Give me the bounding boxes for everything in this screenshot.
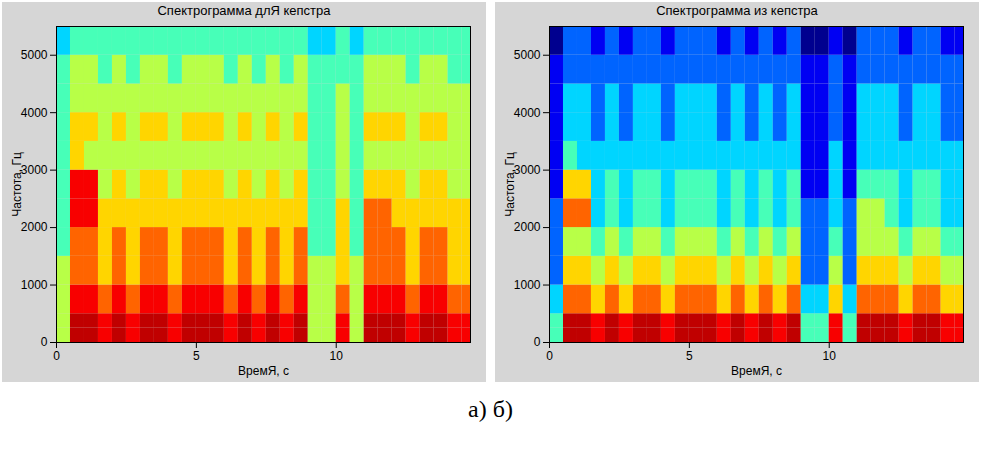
html-text:Спектрограмма из кепстра: Спектрограмма из кепстра: [656, 3, 818, 18]
svg-text:5000: 5000: [514, 48, 541, 62]
svg-text:0: 0: [534, 335, 541, 349]
svg-text:10: 10: [330, 349, 344, 363]
svg-text:0: 0: [546, 349, 553, 363]
svg-text:5: 5: [193, 349, 200, 363]
svg-text:2000: 2000: [21, 220, 48, 234]
html-text:а) б): а) б): [468, 396, 513, 422]
svg-text:0: 0: [53, 349, 60, 363]
svg-text:10: 10: [823, 349, 837, 363]
svg-text:1000: 1000: [21, 278, 48, 292]
svg-text:Частота, Гц: Частота, Гц: [503, 152, 517, 217]
svg-text:5: 5: [686, 349, 693, 363]
html-text:Спектрограмма длЯ кепстра: Спектрограмма длЯ кепстра: [157, 3, 331, 18]
svg-text:0: 0: [41, 335, 48, 349]
svg-text:4000: 4000: [21, 106, 48, 120]
svg-text:3000: 3000: [21, 163, 48, 177]
svg-text:ВремЯ, с: ВремЯ, с: [731, 364, 782, 378]
svg-text:1000: 1000: [514, 278, 541, 292]
svg-text:4000: 4000: [514, 106, 541, 120]
svg-text:3000: 3000: [514, 163, 541, 177]
svg-text:2000: 2000: [514, 220, 541, 234]
svg-text:ВремЯ, с: ВремЯ, с: [238, 364, 289, 378]
svg-text:Частота, Гц: Частота, Гц: [10, 152, 24, 217]
svg-text:5000: 5000: [21, 48, 48, 62]
